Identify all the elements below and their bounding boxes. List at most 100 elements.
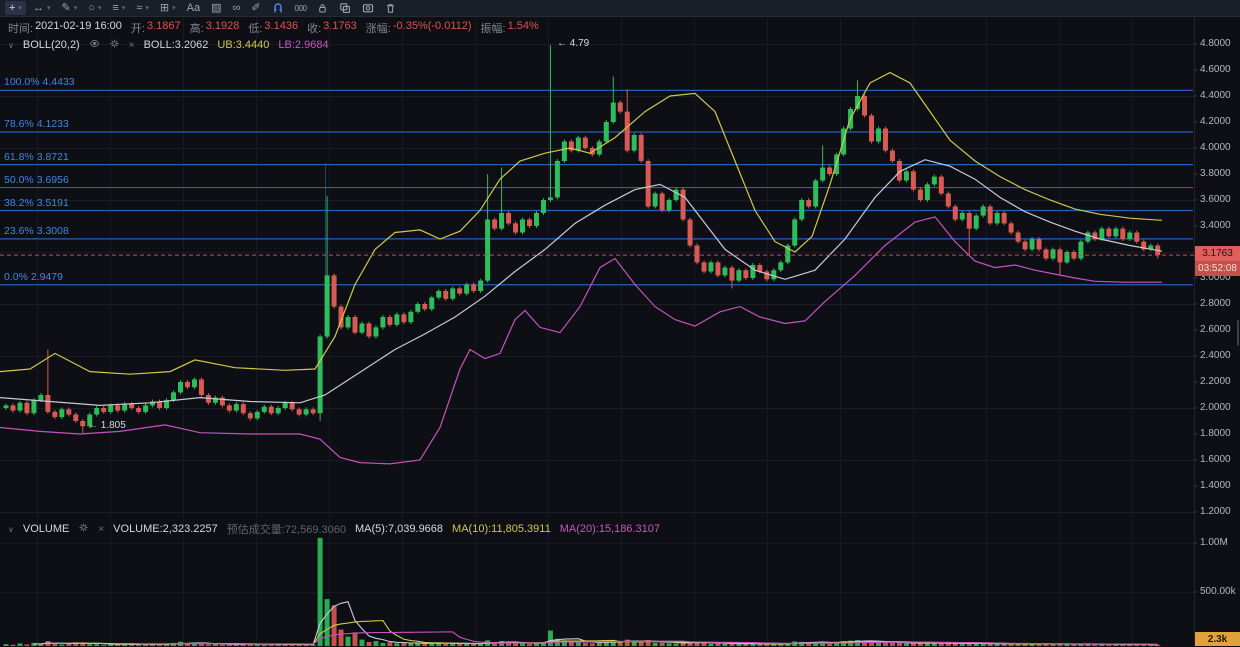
eye-icon (89, 38, 100, 52)
amplitude-label: 振幅: (480, 23, 506, 35)
shapes-tool[interactable]: ○ ▾ (84, 1, 105, 15)
volume-indicator-header: ∨ VOLUME × VOLUME:2,323.2257 预估成交量:72,56… (8, 521, 660, 537)
candle-countdown-badge: 03:52:08 (1195, 261, 1240, 276)
boll-ub-value: UB:3.4440 (217, 39, 270, 51)
volume-value: VOLUME:2,323.2257 (113, 523, 218, 535)
price-axis-label: 4.4000 (1200, 90, 1231, 101)
close-label: 收: (307, 23, 322, 35)
open-value: 3.1867 (146, 20, 181, 32)
open-label: 开: (130, 23, 145, 35)
magnet-tool[interactable] (268, 1, 288, 15)
price-axis-label: 4.0000 (1200, 142, 1231, 153)
last-price-badge: 3.1763 (1195, 246, 1240, 261)
high-price-annotation: ← 4.79 (557, 38, 590, 49)
price-axis-label: 1.8000 (1200, 428, 1231, 439)
axis-separator (1194, 16, 1195, 647)
volume-estimate-value: 预估成交量:72,569.3060 (226, 524, 346, 536)
fib-level-label: 23.6% 3.3008 (4, 225, 69, 237)
crosshair-tool[interactable]: + ▾ (5, 1, 26, 15)
price-axis-label: 2.2000 (1200, 376, 1231, 387)
dropdown-caret-icon[interactable]: ▾ (18, 4, 22, 12)
price-axis-label: 3.6000 (1200, 194, 1231, 205)
time-label: 时间: (8, 23, 34, 35)
price-axis-label: 2.4000 (1200, 350, 1231, 361)
price-axis-label: 4.8000 (1200, 38, 1231, 49)
time-value: 2021-02-19 16:00 (35, 20, 122, 32)
amplitude-value: 1.54% (507, 20, 539, 32)
dropdown-caret-icon[interactable]: ▾ (172, 4, 176, 12)
crosshair-icon: + (9, 1, 16, 14)
fib-level-label: 78.6% 4.1233 (4, 118, 69, 130)
current-volume-badge: 2.3k (1195, 632, 1240, 646)
brush-icon: ✎ (61, 1, 71, 14)
fibonacci-tool[interactable]: ⊞ ▾ (156, 1, 180, 15)
fib-level-label: 38.2% 3.5191 (4, 197, 69, 209)
trendline-tool[interactable]: ↔ ▾ (29, 1, 55, 15)
price-axis-label: 3.4000 (1200, 220, 1231, 231)
fib-level-label: 0.0% 2.9479 (4, 271, 63, 283)
price-axis-label: 1.6000 (1200, 454, 1231, 465)
boll-collapse-chevron[interactable]: ∨ (8, 40, 14, 50)
volume-axis-label: 1.00M (1200, 537, 1228, 548)
volume-settings-button[interactable] (78, 522, 89, 536)
dropdown-caret-icon[interactable]: ▾ (121, 4, 126, 12)
screenshot-tool[interactable] (358, 1, 378, 15)
brush-tool[interactable]: ✎ ▾ (57, 1, 81, 15)
price-axis-label: 4.2000 (1200, 116, 1231, 127)
change-label: 涨幅: (365, 23, 391, 35)
volume-collapse-chevron[interactable]: ∨ (8, 524, 14, 534)
price-axis-label: 1.2000 (1200, 506, 1231, 517)
boll-indicator-header: ∨ BOLL(20,2) × BOLL:3.2062 UB:3.4440 LB:… (8, 38, 329, 52)
close-value: 3.1763 (323, 20, 357, 32)
lines-icon: ≡ (112, 1, 119, 14)
text-icon: Aa (186, 1, 201, 14)
delete-all-tool[interactable] (381, 1, 400, 15)
price-axis-label: 4.6000 (1200, 64, 1231, 75)
delete-all-icon (385, 2, 396, 14)
wave-tool[interactable]: ≈ ▾ (132, 1, 153, 15)
boll-lb-value: LB:2.9684 (278, 39, 329, 51)
lock-icon (317, 2, 328, 14)
eraser-icon: ✐ (251, 1, 261, 14)
continuous-drawing-tool[interactable]: 000 (291, 1, 311, 15)
volume-axis-label: 500.00k (1200, 586, 1236, 597)
low-label: 低: (248, 23, 263, 35)
boll-visibility-button[interactable] (89, 38, 100, 52)
pattern-tool[interactable]: ▨ (207, 1, 225, 15)
price-axis-label: 2.6000 (1200, 324, 1231, 335)
high-label: 高: (189, 23, 204, 35)
wave-icon: ≈ (136, 1, 143, 14)
dropdown-caret-icon[interactable]: ▾ (73, 4, 78, 12)
low-price-annotation: ← 1.805 (88, 420, 126, 431)
copy-icon (339, 2, 351, 14)
price-axis-label: 2.0000 (1200, 402, 1231, 413)
fib-level-label: 100.0% 4.4433 (4, 76, 75, 88)
axis-scrollbar-thumb[interactable] (1237, 320, 1239, 346)
boll-close-button[interactable]: × (128, 39, 135, 51)
volume-indicator-name: VOLUME (22, 523, 70, 535)
dropdown-caret-icon[interactable]: ▾ (145, 4, 149, 12)
dropdown-caret-icon[interactable]: ▾ (46, 4, 51, 12)
screenshot-icon (362, 2, 374, 14)
lines-tool[interactable]: ≡ ▾ (108, 1, 129, 15)
lock-tool[interactable] (313, 1, 332, 15)
drawing-toolbar: + ▾ ↔ ▾ ✎ ▾ ○ ▾ ≡ ▾ ≈ ▾ ⊞ ▾ Aa ▨ ∞ ✐ 000 (0, 0, 1240, 17)
price-axis-label: 3.8000 (1200, 168, 1231, 179)
boll-settings-button[interactable] (109, 38, 120, 52)
copy-tool[interactable] (335, 1, 355, 15)
dropdown-caret-icon[interactable]: ▾ (97, 4, 102, 12)
fibonacci-icon: ⊞ (159, 1, 170, 14)
fib-level-label: 61.8% 3.8721 (4, 151, 69, 163)
price-axis-label: 1.4000 (1200, 480, 1231, 491)
gear-icon (78, 522, 89, 536)
shapes-icon: ○ (88, 1, 95, 14)
links-tool[interactable]: ∞ (228, 1, 244, 15)
links-icon: ∞ (232, 1, 241, 14)
eraser-tool[interactable]: ✐ (247, 1, 264, 15)
fib-level-label: 50.0% 3.6956 (4, 174, 69, 186)
text-tool[interactable]: Aa (183, 1, 204, 15)
volume-close-button[interactable]: × (98, 523, 105, 535)
ohlc-info-bar: 时间: 2021-02-19 16:00 开: 3.1867 高: 3.1928 低:… (8, 20, 539, 36)
